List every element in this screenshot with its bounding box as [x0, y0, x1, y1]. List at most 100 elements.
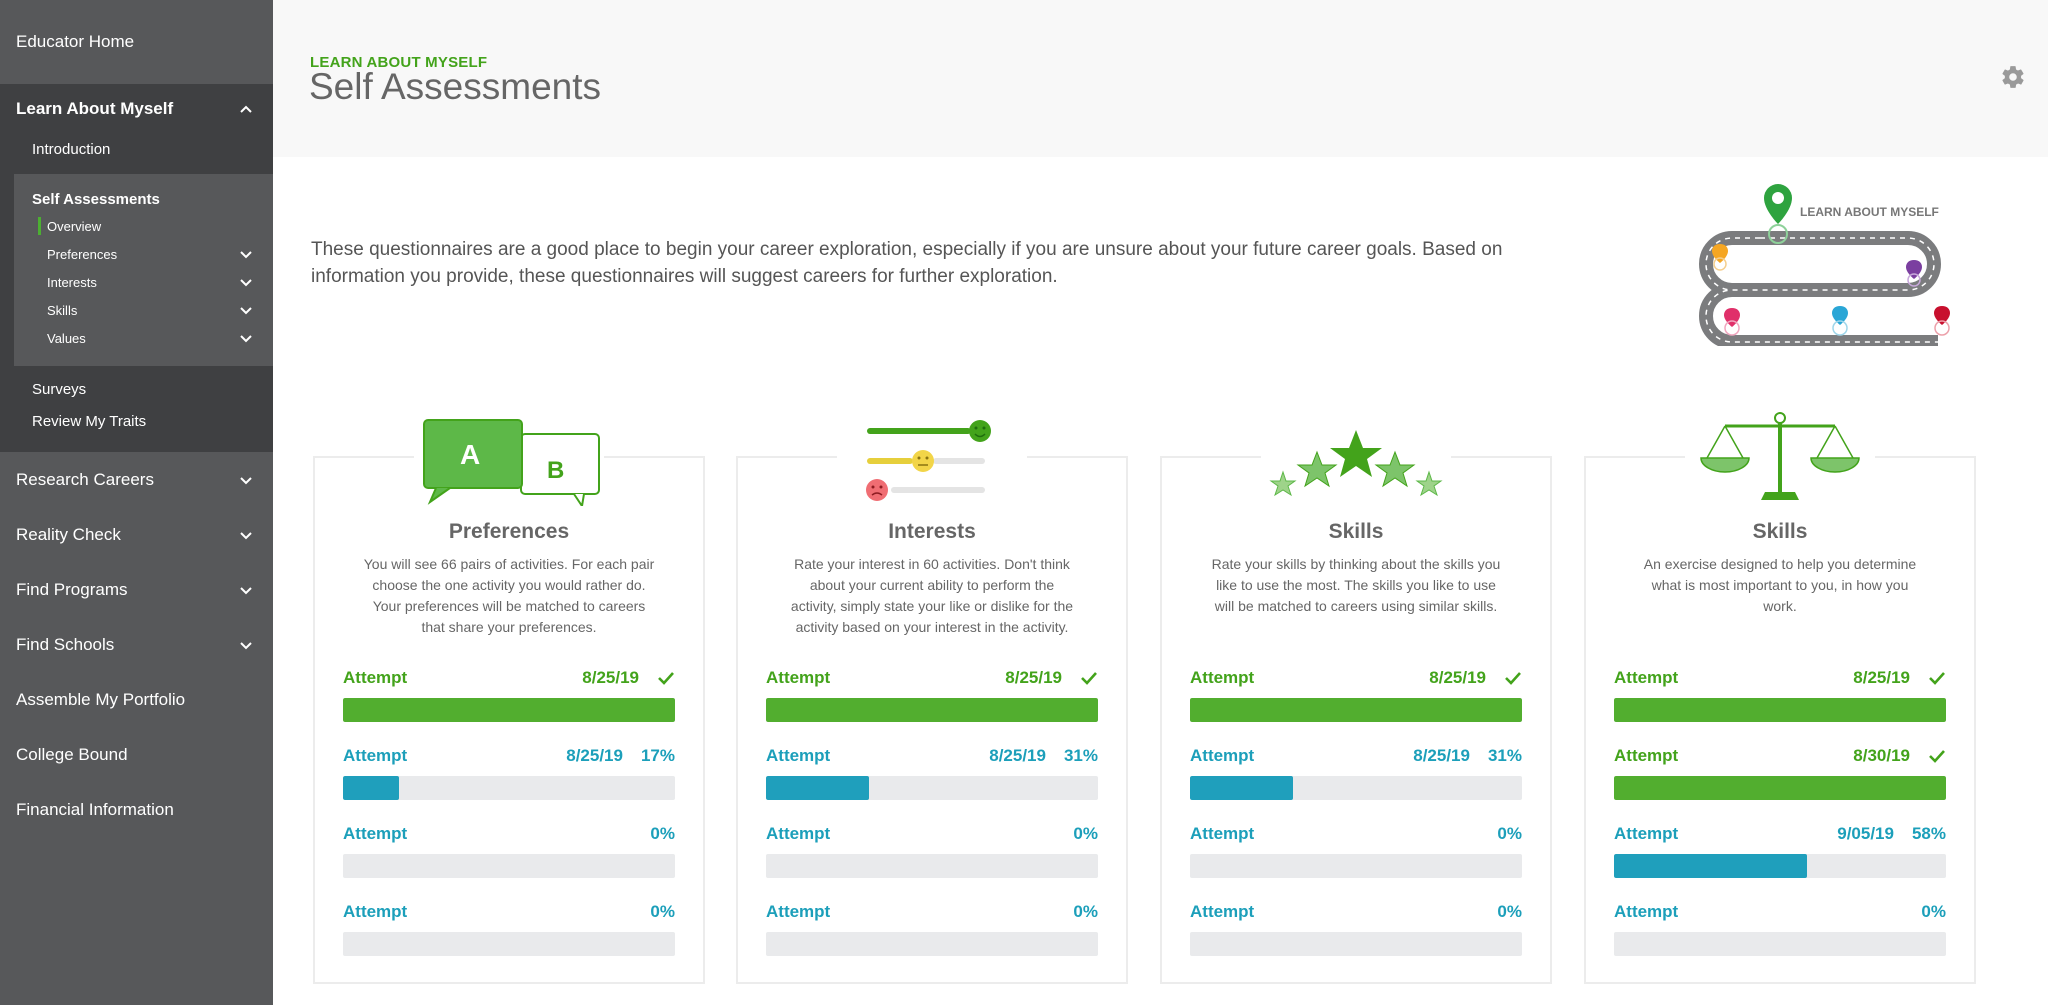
progress-fill	[766, 698, 1098, 722]
sidebar-section-learn-about-myself: Learn About Myself Introduction Self Ass…	[0, 84, 273, 452]
progress-bar	[1190, 854, 1522, 878]
attempt-header: Attempt 8/25/19 31%	[1190, 744, 1522, 768]
attempt-item[interactable]: Attempt 0%	[766, 822, 1098, 882]
attempt-item[interactable]: Attempt 8/25/19	[766, 666, 1098, 726]
sidebar-item-label: Reality Check	[16, 524, 121, 544]
attempt-percent: 31%	[1487, 746, 1522, 765]
attempt-label: Attempt	[766, 668, 831, 687]
attempt-item[interactable]: Attempt 8/25/19 31%	[1190, 744, 1522, 804]
attempt-date: 8/25/19	[1853, 668, 1910, 687]
card-title: Interests	[888, 520, 976, 543]
sidebar-item-label: Learn About Myself	[16, 99, 174, 118]
checkmark-icon	[1504, 670, 1522, 686]
attempt-header: Attempt 0%	[766, 822, 1098, 846]
sidebar-item-label: Introduction	[32, 141, 111, 158]
attempt-percent: 0%	[650, 824, 675, 843]
gear-icon[interactable]	[2000, 64, 2026, 90]
progress-fill	[1190, 776, 1293, 800]
sidebar-item-find-programs[interactable]: Find Programs	[0, 562, 273, 617]
attempt-meta: 0%	[1497, 824, 1522, 844]
sidebar-item-values[interactable]: Values	[14, 324, 273, 352]
attempt-item[interactable]: Attempt 8/25/19	[343, 666, 675, 726]
attempt-item[interactable]: Attempt 8/25/19 17%	[343, 744, 675, 804]
progress-bar	[1614, 698, 1946, 722]
sidebar-item-introduction[interactable]: Introduction	[0, 134, 273, 166]
sidebar-item-label: Overview	[47, 218, 102, 234]
attempt-label: Attempt	[766, 746, 831, 765]
attempt-item[interactable]: Attempt 0%	[343, 822, 675, 882]
progress-fill	[1190, 698, 1522, 722]
attempt-date: 8/25/19	[1429, 668, 1486, 687]
roadmap-illustration: LEARN ABOUT MYSELF	[1680, 176, 1960, 349]
chevron-down-icon	[239, 528, 253, 542]
sidebar-item-assemble-my-portfolio[interactable]: Assemble My Portfolio	[0, 672, 273, 727]
chevron-down-icon	[239, 583, 253, 597]
card-title: Preferences	[448, 520, 570, 543]
attempt-item[interactable]: Attempt 8/30/19	[1614, 744, 1946, 804]
attempt-header: Attempt 8/25/19 31%	[766, 744, 1098, 768]
attempt-date: 8/30/19	[1853, 746, 1910, 765]
attempt-meta: 0%	[650, 824, 675, 844]
chevron-down-icon	[239, 275, 253, 289]
attempt-label: Attempt	[1614, 824, 1679, 843]
sidebar-item-find-schools[interactable]: Find Schools	[0, 617, 273, 672]
progress-bar	[1190, 932, 1522, 956]
progress-bar	[1614, 932, 1946, 956]
sidebar-item-label: Self Assessments	[32, 191, 160, 208]
map-pin-icon	[1724, 308, 1740, 336]
sidebar-item-overview[interactable]: Overview	[14, 212, 273, 240]
sidebar-item-learn-about-myself[interactable]: Learn About Myself	[0, 84, 273, 134]
attempt-item[interactable]: Attempt 0%	[1190, 900, 1522, 960]
sidebar-item-label: Find Schools	[16, 634, 115, 654]
progress-bar	[1190, 698, 1522, 722]
sidebar-item-college-bound[interactable]: College Bound	[0, 727, 273, 782]
sidebar-item-reality-check[interactable]: Reality Check	[0, 507, 273, 562]
attempt-item[interactable]: Attempt 8/25/19	[1614, 666, 1946, 726]
sidebar-item-skills[interactable]: Skills	[14, 296, 273, 324]
attempt-item[interactable]: Attempt 0%	[343, 900, 675, 960]
sidebar-item-preferences[interactable]: Preferences	[14, 240, 273, 268]
progress-bar	[766, 698, 1098, 722]
page-eyebrow: LEARN ABOUT MYSELF	[310, 54, 488, 71]
attempt-header: Attempt 8/25/19	[343, 666, 675, 690]
attempt-label: Attempt	[766, 902, 831, 921]
intro-text: These questionnaires are a good place to…	[311, 239, 1503, 287]
attempt-label: Attempt	[1190, 668, 1255, 687]
attempt-label: Attempt	[1190, 746, 1255, 765]
progress-fill	[1614, 776, 1946, 800]
attempt-item[interactable]: Attempt 8/25/19	[1190, 666, 1522, 726]
sidebar-item-research-careers[interactable]: Research Careers	[0, 452, 273, 507]
attempt-item[interactable]: Attempt 0%	[1614, 900, 1946, 960]
sidebar-item-self-assessments[interactable]: Self Assessments	[14, 188, 273, 212]
progress-fill	[1614, 698, 1946, 722]
progress-bar	[766, 854, 1098, 878]
attempt-percent: 0%	[1921, 902, 1946, 921]
attempt-percent: 0%	[1073, 902, 1098, 921]
attempt-percent: 0%	[1497, 824, 1522, 843]
attempt-item[interactable]: Attempt 9/05/19 58%	[1614, 822, 1946, 882]
attempt-label: Attempt	[343, 668, 408, 687]
sidebar-item-label: Values	[47, 330, 86, 346]
sidebar-item-interests[interactable]: Interests	[14, 268, 273, 296]
sidebar-item-educator-home[interactable]: Educator Home	[0, 0, 273, 84]
map-pin-icon	[1832, 306, 1848, 336]
sidebar-item-label: Skills	[47, 302, 78, 318]
attempt-date: 8/25/19	[582, 668, 639, 687]
attempt-meta: 8/30/19	[1853, 746, 1946, 766]
attempt-meta: 8/25/19	[1005, 668, 1098, 688]
sidebar: Educator Home Learn About Myself Introdu…	[0, 0, 273, 1005]
attempt-header: Attempt 8/25/19	[1614, 666, 1946, 690]
sidebar-item-surveys[interactable]: Surveys	[0, 374, 273, 406]
sidebar-item-review-my-traits[interactable]: Review My Traits	[0, 406, 273, 438]
attempt-meta: 8/25/19 31%	[989, 746, 1098, 766]
attempt-item[interactable]: Attempt 8/25/19 31%	[766, 744, 1098, 804]
sidebar-item-label: Preferences	[47, 246, 118, 262]
sidebar-item-financial-information[interactable]: Financial Information	[0, 782, 273, 837]
progress-bar	[766, 776, 1098, 800]
attempt-meta: 8/25/19	[582, 668, 675, 688]
sidebar-item-label: Assemble My Portfolio	[16, 689, 186, 709]
attempt-item[interactable]: Attempt 0%	[766, 900, 1098, 960]
attempt-date: 8/25/19	[1005, 668, 1062, 687]
attempt-header: Attempt 0%	[1190, 900, 1522, 924]
attempt-item[interactable]: Attempt 0%	[1190, 822, 1522, 882]
